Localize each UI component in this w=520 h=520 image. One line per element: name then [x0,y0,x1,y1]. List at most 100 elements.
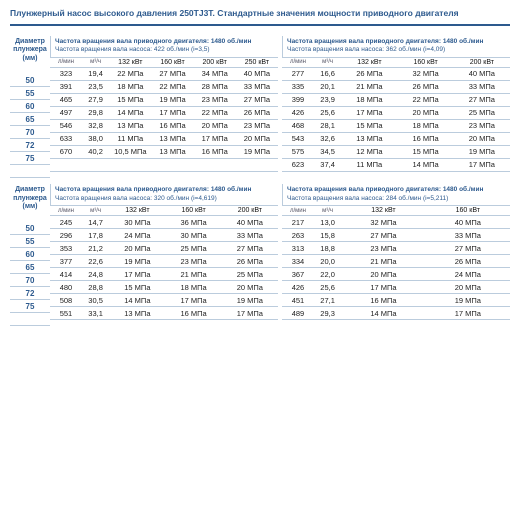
table-cell: 40,2 [82,145,109,158]
table-cell: 497 [50,106,82,119]
table-row: 48929,314 МПа17 МПа [282,307,510,320]
table-cell: 32 МПа [398,67,454,80]
table-cell: 37,4 [314,158,341,171]
table-cell: 17 МПа [222,307,278,320]
table-row: 26315,827 МПа33 МПа [282,229,510,242]
table-cell: 26 МПа [426,255,510,268]
table-cell: 34 МПа [194,67,236,80]
table-cell: 489 [282,307,314,320]
table-cell: 426 [282,106,314,119]
table-row: 55133,113 МПа16 МПа17 МПа [50,307,278,320]
table-cell: 33 МПа [236,80,278,93]
table-cell: 33 МПа [454,80,510,93]
table-cell: 16 МПа [341,294,425,307]
table-cell: 367 [282,268,314,281]
table-cell: 30,5 [82,294,109,307]
table-cell: 335 [282,80,314,93]
table-cell: 13 МПа [151,132,193,145]
table-cell: 19 МПа [236,145,278,158]
table-cell: 27,9 [82,93,109,106]
table-cell: 18 МПа [398,119,454,132]
table-cell: 32,8 [82,119,109,132]
table-cell: 19 МПа [222,294,278,307]
table-cell: 27 МПа [341,229,425,242]
table-cell: 19 МПа [454,145,510,158]
table-cell: 27 МПа [426,242,510,255]
table-cell: 26 МПа [341,67,397,80]
table-cell: 26 МПа [236,106,278,119]
table-cell: 17 МПа [166,294,222,307]
diam-cell: 75 [10,152,50,165]
power-col: 200 кВт [194,58,236,68]
table-cell: 13 МПа [151,145,193,158]
table-cell: 468 [282,119,314,132]
table-cell: 323 [50,67,82,80]
table-cell: 32 МПа [341,216,425,229]
page-title: Плунжерный насос высокого давления 250TJ… [10,8,510,26]
table-cell: 13 МПа [109,119,151,132]
table-cell: 21 МПа [341,80,397,93]
table-cell: 23 МПа [166,255,222,268]
table-cell: 19 МПа [426,294,510,307]
table-cell: 508 [50,294,82,307]
table-row: 41424,817 МПа21 МПа25 МПа [50,268,278,281]
table-cell: 25 МПа [166,242,222,255]
table-cell: 15 МПа [398,145,454,158]
table-cell: 14 МПа [109,106,151,119]
table-row: 39923,918 МПа22 МПа27 МПа [282,93,510,106]
table-cell: 40 МПа [454,67,510,80]
table-row: 33420,021 МПа26 МПа [282,255,510,268]
table-cell: 26 МПа [398,80,454,93]
table-cell: 391 [50,80,82,93]
table-cell: 20 МПа [341,268,425,281]
table-cell: 11 МПа [109,132,151,145]
table-cell: 13,0 [314,216,341,229]
table-cell: 451 [282,294,314,307]
table-cell: 20 МПа [109,242,165,255]
table-cell: 12 МПа [341,145,397,158]
diam-cell: 65 [10,113,50,126]
table-cell: 16 МПа [151,119,193,132]
table-cell: 26 МПа [222,255,278,268]
table-cell: 24,8 [82,268,109,281]
table-cell: 16 МПа [194,145,236,158]
table-cell: 426 [282,281,314,294]
power-col: 200 кВт [222,206,278,216]
table-cell: 21 МПа [341,255,425,268]
table-cell: 23,5 [82,80,109,93]
table-cell: 30 МПа [166,229,222,242]
power-col: 250 кВт [236,58,278,68]
table-cell: 17,8 [82,229,109,242]
table-cell: 38,0 [82,132,109,145]
power-col: 132 кВт [109,206,165,216]
table-cell: 313 [282,242,314,255]
table-row: 45127,116 МПа19 МПа [282,294,510,307]
power-col: 200 кВт [454,58,510,68]
table-cell: 24 МПа [109,229,165,242]
table-row: 46828,115 МПа18 МПа23 МПа [282,119,510,132]
table-cell: 20 МПа [454,132,510,145]
data-table: л/минм³/ч132 кВт160 кВт200 кВт250 кВт323… [50,58,278,172]
table-cell: 633 [50,132,82,145]
diam-cell: 55 [10,235,50,248]
table-cell: 17 МПа [341,281,425,294]
table-cell: 32,6 [314,132,341,145]
table-cell: 14,7 [82,216,109,229]
table-row: 31318,823 МПа27 МПа [282,242,510,255]
table-cell: 20 МПа [426,281,510,294]
table-cell: 18,8 [314,242,341,255]
table-cell: 22 МПа [398,93,454,106]
table-row: 62337,411 МПа14 МПа17 МПа [282,158,510,171]
table-cell: 15 МПа [109,281,165,294]
diam-cell: 50 [10,74,50,87]
table-cell: 33 МПа [222,229,278,242]
table-cell: 16,6 [314,67,341,80]
diam-cell: 70 [10,126,50,139]
table-cell: 23,9 [314,93,341,106]
diam-cell: 50 [10,222,50,235]
table-row: 39123,518 МПа22 МПа28 МПа33 МПа [50,80,278,93]
table-cell: 27,1 [314,294,341,307]
table-cell: 11 МПа [341,158,397,171]
table-cell: 15 МПа [341,119,397,132]
table-cell: 480 [50,281,82,294]
